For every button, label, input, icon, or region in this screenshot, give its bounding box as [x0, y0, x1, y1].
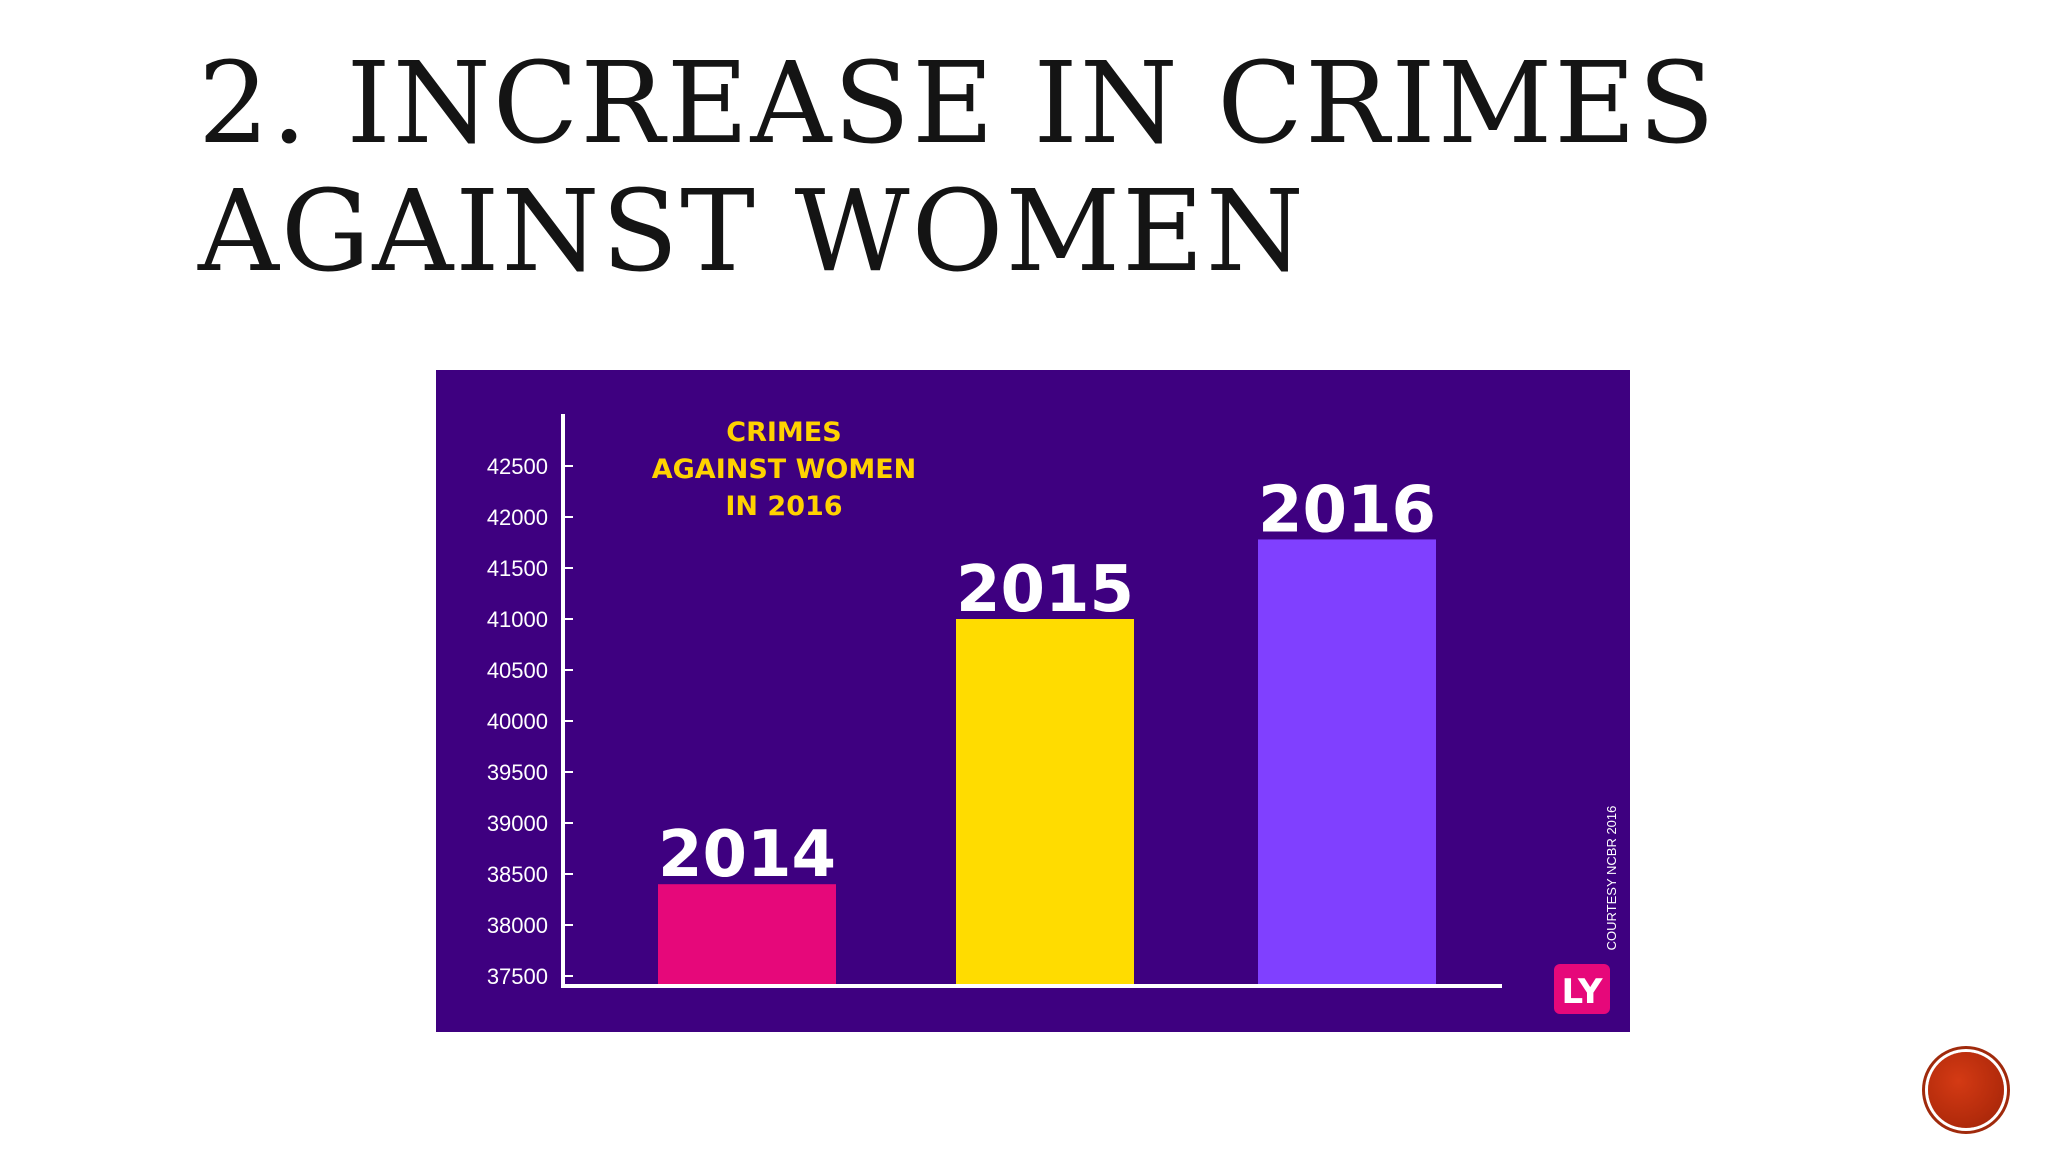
slide-title: 2. INCREASE IN CRIMES AGAINST WOMEN — [198, 40, 1798, 296]
next-slide-button[interactable] — [1928, 1052, 2004, 1128]
chart-title-line-2: AGAINST WOMEN — [652, 454, 917, 485]
bar-2014 — [658, 884, 836, 984]
y-tick-label: 41000 — [487, 607, 548, 632]
slide-title-line-2: AGAINST WOMEN — [198, 167, 1306, 297]
y-tick-label: 39500 — [487, 760, 548, 785]
y-tick-label: 39000 — [487, 811, 548, 836]
bar-label-2014: 2014 — [658, 818, 836, 892]
slide-title-line-1: 2. INCREASE IN CRIMES — [198, 39, 1717, 169]
chart-credit: COURTESY NCBR 2016 — [1604, 806, 1619, 951]
logo-badge — [1554, 964, 1610, 1014]
y-tick-label: 40000 — [487, 709, 548, 734]
chart-title-line-1: CRIMES — [726, 417, 841, 448]
y-tick-label: 40500 — [487, 658, 548, 683]
bar-label-2015: 2015 — [956, 553, 1134, 627]
bar-2016 — [1258, 539, 1436, 984]
logo-text: LY — [1562, 972, 1603, 1012]
y-tick-label: 37500 — [487, 964, 548, 989]
y-tick-label: 38500 — [487, 862, 548, 887]
bar-label-2016: 2016 — [1258, 473, 1436, 547]
y-tick-label: 38000 — [487, 913, 548, 938]
chart-panel: 42500 42000 41500 41000 40500 40000 39500 39000… — [436, 370, 1630, 1032]
bar-2015 — [956, 619, 1134, 984]
y-tick-label: 42500 — [487, 454, 548, 479]
y-tick-label: 41500 — [487, 556, 548, 581]
bar-chart: 42500 42000 41500 41000 40500 40000 39500 39000… — [487, 414, 1619, 1014]
chart-title-line-3: IN 2016 — [725, 491, 842, 522]
y-tick-label: 42000 — [487, 505, 548, 530]
